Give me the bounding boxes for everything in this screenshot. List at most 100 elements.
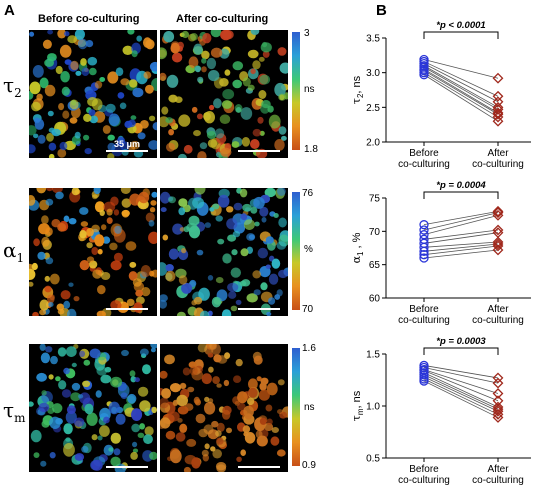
pair-line bbox=[423, 365, 499, 379]
cell bbox=[242, 77, 251, 87]
cell bbox=[247, 49, 259, 59]
cell bbox=[268, 297, 276, 305]
cell bbox=[181, 30, 190, 39]
cell bbox=[94, 80, 103, 89]
chart-taum: 0.5 1.0 1.5 τm, ns Before co-culturing After co… bbox=[350, 336, 531, 486]
cell bbox=[278, 93, 287, 101]
cell bbox=[209, 104, 215, 111]
before-point bbox=[419, 70, 429, 80]
cell bbox=[259, 417, 267, 425]
cell bbox=[130, 115, 137, 120]
cell bbox=[48, 142, 57, 151]
cell bbox=[136, 35, 142, 42]
cell bbox=[265, 404, 273, 412]
cell bbox=[221, 100, 233, 109]
cell bbox=[258, 56, 265, 62]
cell bbox=[201, 373, 212, 385]
cell bbox=[182, 367, 191, 376]
cell bbox=[60, 290, 71, 300]
cell bbox=[121, 349, 129, 357]
cell bbox=[210, 446, 216, 452]
pair-line bbox=[423, 245, 499, 256]
cell bbox=[29, 144, 36, 154]
before-point bbox=[419, 376, 429, 386]
cell bbox=[196, 249, 204, 256]
cell bbox=[256, 376, 262, 382]
pair-line bbox=[423, 72, 499, 118]
cell bbox=[246, 233, 256, 241]
cell bbox=[63, 423, 73, 435]
cell bbox=[37, 251, 46, 260]
cell bbox=[252, 128, 262, 137]
cell bbox=[201, 66, 207, 73]
cell bbox=[212, 203, 220, 210]
cell bbox=[281, 135, 287, 141]
cell bbox=[126, 298, 135, 307]
cell bbox=[193, 296, 203, 305]
cell bbox=[45, 257, 54, 265]
cell bbox=[107, 71, 119, 84]
before-point bbox=[419, 220, 429, 230]
cell bbox=[60, 71, 70, 83]
cell bbox=[258, 389, 270, 401]
cell bbox=[96, 310, 106, 316]
colorbar-max-label: 3 bbox=[304, 28, 310, 39]
cell bbox=[45, 198, 54, 206]
cell bbox=[97, 435, 103, 441]
cell bbox=[140, 265, 151, 277]
cell bbox=[199, 142, 208, 150]
cell bbox=[160, 299, 167, 309]
before-point bbox=[419, 230, 429, 240]
cell bbox=[194, 188, 206, 195]
cell bbox=[196, 113, 203, 120]
cell bbox=[242, 203, 252, 212]
cell bbox=[97, 248, 103, 255]
cell bbox=[48, 302, 54, 307]
cell bbox=[161, 388, 171, 399]
cell bbox=[66, 405, 76, 415]
cell bbox=[213, 354, 222, 363]
cell bbox=[179, 423, 188, 433]
cell bbox=[110, 376, 123, 388]
cell bbox=[29, 401, 34, 407]
pair-line bbox=[423, 70, 499, 115]
cell bbox=[79, 260, 90, 271]
cell bbox=[224, 69, 231, 76]
cell bbox=[173, 399, 178, 406]
cell bbox=[160, 262, 168, 276]
cell bbox=[181, 248, 187, 254]
cell bbox=[103, 201, 116, 213]
cell bbox=[77, 38, 88, 50]
cell bbox=[36, 188, 47, 194]
cell bbox=[120, 188, 131, 194]
cell bbox=[244, 413, 253, 420]
cell bbox=[140, 202, 147, 209]
cell bbox=[82, 380, 91, 387]
cell bbox=[202, 33, 212, 44]
chart-alpha1: 60 65 70 75 α1 , % Before co-culturing After co-… bbox=[350, 180, 531, 326]
cell bbox=[63, 215, 70, 223]
y-axis-label: α1 , % bbox=[350, 232, 365, 263]
cell bbox=[50, 355, 58, 365]
cell bbox=[228, 291, 237, 299]
cell bbox=[216, 422, 225, 432]
cell bbox=[34, 118, 45, 130]
cell bbox=[88, 109, 96, 116]
x-tick-label: Before co-culturing bbox=[398, 148, 450, 170]
cell bbox=[148, 140, 157, 150]
after-point bbox=[492, 240, 504, 252]
cell bbox=[207, 275, 214, 281]
cell bbox=[160, 72, 167, 81]
cell bbox=[259, 74, 271, 85]
after-point bbox=[492, 108, 504, 120]
y-tick-label: 3.0 bbox=[366, 68, 380, 79]
cell bbox=[47, 53, 57, 62]
cell bbox=[46, 132, 54, 142]
pair-line bbox=[423, 378, 499, 415]
cell bbox=[187, 386, 195, 393]
cell bbox=[115, 413, 126, 425]
cell bbox=[268, 273, 279, 285]
cell bbox=[31, 262, 38, 271]
colorbar-min-label: 1.8 bbox=[304, 144, 318, 155]
cell bbox=[247, 397, 255, 406]
